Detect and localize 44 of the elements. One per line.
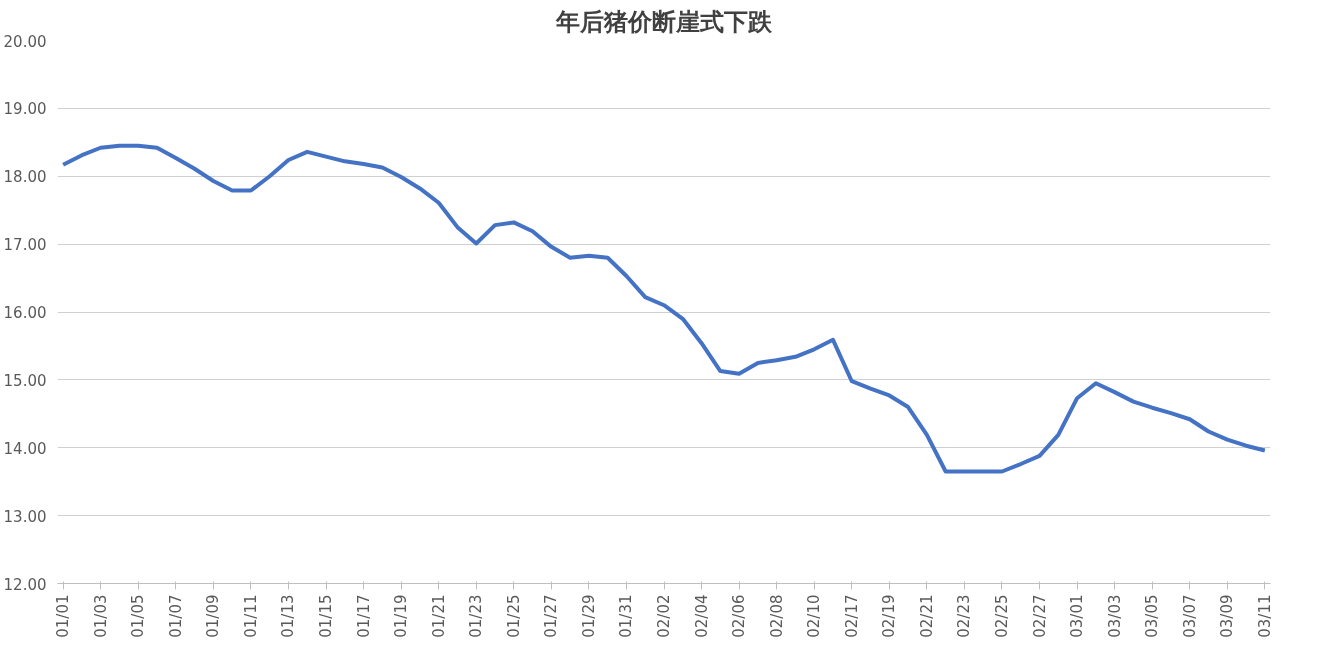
x-tick-label: 01/09 <box>204 594 223 638</box>
x-tick-label: 01/15 <box>317 594 336 638</box>
x-tick-label: 02/25 <box>992 594 1011 638</box>
line-series <box>61 143 1267 474</box>
x-tick-label: 02/23 <box>955 594 974 638</box>
x-tick-label: 01/01 <box>54 594 73 638</box>
y-tick-label: 20.00 <box>3 32 47 51</box>
x-tick-label: 03/11 <box>1255 594 1274 638</box>
y-tick-label: 17.00 <box>3 236 47 255</box>
x-tick-label: 01/19 <box>392 594 411 638</box>
x-tick-label: 03/09 <box>1218 594 1237 638</box>
chart-title: 年后猪价断崖式下跌 <box>555 7 773 36</box>
x-tick-label: 01/25 <box>504 594 523 638</box>
y-tick-label: 13.00 <box>3 507 47 526</box>
y-tick-label: 18.00 <box>3 168 47 187</box>
x-tick-label: 01/27 <box>542 594 561 638</box>
x-tick-label: 01/17 <box>354 594 373 638</box>
x-tick-label: 03/03 <box>1105 594 1124 638</box>
y-tick-label: 14.00 <box>3 439 47 458</box>
x-tick-label: 01/31 <box>617 594 636 638</box>
y-tick-label: 12.00 <box>3 575 47 594</box>
x-tick-label: 01/23 <box>467 594 486 638</box>
x-tick-label: 02/02 <box>655 594 673 638</box>
x-tick-label: 02/06 <box>730 594 749 638</box>
x-tick-label: 01/07 <box>166 594 185 638</box>
x-tick-label: 02/17 <box>842 594 861 638</box>
y-tick-label: 19.00 <box>3 100 47 119</box>
x-tick-label: 03/01 <box>1068 594 1087 638</box>
x-tick-label: 01/21 <box>429 594 448 638</box>
x-tick-label: 02/10 <box>805 594 824 638</box>
x-tick-label: 01/05 <box>129 594 148 638</box>
x-tick-label: 01/13 <box>279 594 298 638</box>
x-tick-label: 03/07 <box>1180 594 1199 638</box>
y-tick-label: 16.00 <box>3 304 47 322</box>
x-tick-label: 02/21 <box>917 594 936 638</box>
x-tick-label: 02/27 <box>1030 594 1049 638</box>
x-tick-label: 02/04 <box>692 594 711 638</box>
x-tick-label: 01/29 <box>579 594 598 638</box>
x-tick-label: 01/11 <box>241 594 260 638</box>
y-tick-label: 15.00 <box>3 371 47 390</box>
x-tick-label: 03/05 <box>1143 594 1162 638</box>
x-tick-label: 02/08 <box>767 594 786 638</box>
x-tick-label: 01/03 <box>91 594 110 638</box>
x-tick-label: 02/19 <box>880 594 899 638</box>
